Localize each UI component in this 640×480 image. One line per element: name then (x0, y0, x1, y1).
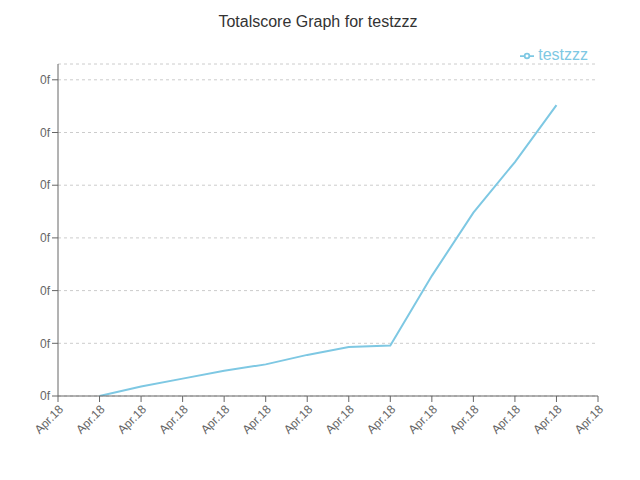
svg-text:Apr.18: Apr.18 (32, 402, 67, 437)
svg-text:0f: 0f (40, 284, 51, 298)
svg-text:0f: 0f (40, 337, 51, 351)
svg-text:Apr.18: Apr.18 (489, 402, 524, 437)
svg-text:Apr.18: Apr.18 (364, 402, 399, 437)
svg-text:Apr.18: Apr.18 (406, 402, 441, 437)
svg-text:Apr.18: Apr.18 (156, 402, 191, 437)
svg-text:0f: 0f (40, 231, 51, 245)
svg-text:Apr.18: Apr.18 (73, 402, 108, 437)
svg-text:0f: 0f (40, 73, 51, 87)
svg-text:Apr.18: Apr.18 (115, 402, 150, 437)
svg-text:Apr.18: Apr.18 (281, 402, 316, 437)
svg-text:Apr.18: Apr.18 (572, 402, 607, 437)
svg-text:Apr.18: Apr.18 (322, 402, 357, 437)
html-text:testzzz: testzzz (538, 46, 588, 63)
svg-text:Apr.18: Apr.18 (447, 402, 482, 437)
svg-text:0f: 0f (40, 178, 51, 192)
svg-text:Apr.18: Apr.18 (530, 402, 565, 437)
svg-text:Apr.18: Apr.18 (239, 402, 274, 437)
html-text:Totalscore Graph for testzzz: Totalscore Graph for testzzz (218, 13, 418, 30)
svg-text:0f: 0f (40, 126, 51, 140)
svg-text:Apr.18: Apr.18 (198, 402, 233, 437)
svg-text:0f: 0f (40, 389, 51, 403)
